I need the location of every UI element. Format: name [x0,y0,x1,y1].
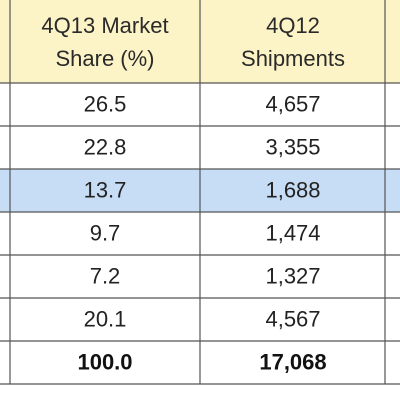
cell: 1,327 [265,263,320,288]
cell: 1,688 [265,177,320,202]
cell: 13.7 [84,177,127,202]
cell: 4,567 [265,306,320,331]
header-cell: 4Q12 [266,13,320,38]
header-cell: Shipments [241,46,345,71]
total-cell: 17,068 [259,349,326,374]
cell: 7.2 [90,263,121,288]
cell: 4,657 [265,91,320,116]
cell: 22.8 [84,134,127,159]
cell: 9.7 [90,220,121,245]
total-cell: 100.0 [77,349,132,374]
cell: 20.1 [84,306,127,331]
cell: 26.5 [84,91,127,116]
header-cell: 4Q13 Market [41,13,168,38]
cell: 3,355 [265,134,320,159]
header-cell: Share (%) [55,46,154,71]
cell: 1,474 [265,220,320,245]
